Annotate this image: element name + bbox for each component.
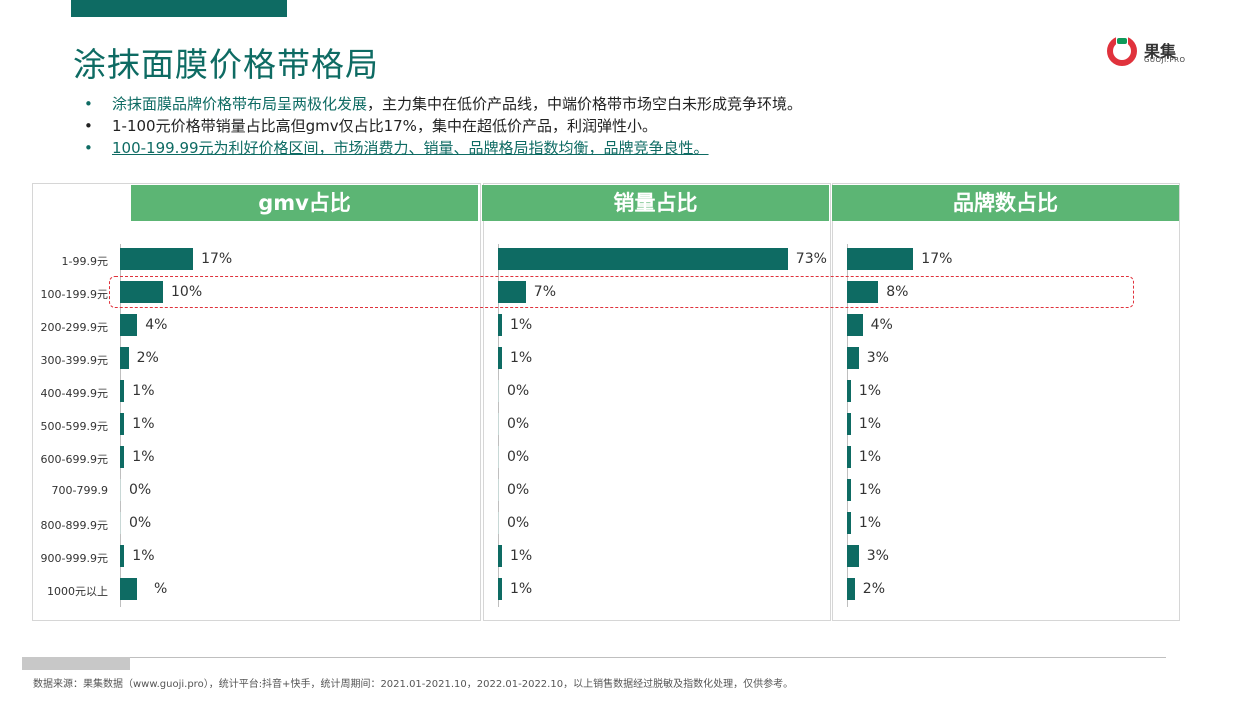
bar-brands-3 xyxy=(847,347,859,369)
category-label: 500-599.9元 xyxy=(40,420,108,433)
category-label: 1-99.9元 xyxy=(61,255,108,268)
bar-brands-0 xyxy=(847,248,914,270)
bar-gmv-3 xyxy=(120,347,129,369)
bar-value-label: 1% xyxy=(509,350,533,366)
bar-gmv-7 xyxy=(120,479,121,501)
bar-value-label: 1% xyxy=(858,449,882,465)
header-gmv: gmv占比 xyxy=(131,185,478,221)
bar-sales-1 xyxy=(498,281,526,303)
bar-brands-8 xyxy=(847,512,851,534)
bar-brands-6 xyxy=(847,446,851,468)
bar-sales-0 xyxy=(498,248,788,270)
guoji-logo-icon xyxy=(1107,36,1137,66)
bar-gmv-1 xyxy=(120,281,163,303)
bar-value-label: 0% xyxy=(129,515,152,531)
bar-gmv-0 xyxy=(120,248,194,270)
bar-sales-9 xyxy=(498,545,502,567)
bar-value-label: 0% xyxy=(507,482,530,498)
bar-value-label: 0% xyxy=(507,449,530,465)
header-brands: 品牌数占比 xyxy=(832,185,1179,221)
bar-value-label: 3% xyxy=(866,548,889,564)
bar-sales-6 xyxy=(498,446,499,468)
bar-value-label: 4% xyxy=(145,317,168,333)
highlight-box xyxy=(109,276,1134,308)
category-label: 900-999.9元 xyxy=(40,552,108,565)
bullet-2: 1-100元价格带销量占比高但gmv仅占比17%，集中在超低价产品，利润弹性小。 xyxy=(84,115,802,137)
bar-value-label: 17% xyxy=(921,251,953,267)
bar-sales-5 xyxy=(498,413,499,435)
brand-logo: 果集 GUOJI.PRO xyxy=(1106,36,1186,66)
bar-value-label: 0% xyxy=(507,383,530,399)
bar-value-label: 1% xyxy=(132,449,155,465)
data-source-note: 数据来源：果集数据（www.guoji.pro），统计平台:抖音+快手，统计周期… xyxy=(33,679,794,690)
bar-brands-7 xyxy=(847,479,851,501)
category-label: 700-799.9 xyxy=(51,484,108,497)
bar-gmv-8 xyxy=(120,512,121,534)
bar-value-label: 0% xyxy=(507,416,530,432)
bar-gmv-2 xyxy=(120,314,138,336)
category-label: 100-199.9元 xyxy=(40,288,108,301)
bar-value-label: 1% xyxy=(509,317,533,333)
bar-sales-2 xyxy=(498,314,502,336)
bar-value-label: 8% xyxy=(886,284,909,300)
bar-value-label: 1% xyxy=(858,515,882,531)
logo-subtext: GUOJI.PRO xyxy=(1144,56,1186,64)
top-accent-bar xyxy=(71,0,287,17)
bar-brands-2 xyxy=(847,314,863,336)
category-label: 600-699.9元 xyxy=(40,453,108,466)
bar-value-label: 3% xyxy=(866,350,889,366)
header-sales: 销量占比 xyxy=(482,185,829,221)
bar-value-label: % xyxy=(154,581,168,597)
bar-value-label: 1% xyxy=(132,548,155,564)
category-label: 400-499.9元 xyxy=(40,387,108,400)
bar-value-label: 73% xyxy=(795,251,827,267)
panel-gmv xyxy=(32,183,481,621)
bar-brands-4 xyxy=(847,380,851,402)
bullet-3[interactable]: 100-199.99元为利好价格区间，市场消费力、销量、品牌格局指数均衡，品牌竞… xyxy=(84,137,802,159)
bar-brands-1 xyxy=(847,281,879,303)
category-label: 1000元以上 xyxy=(47,585,108,598)
footer-divider xyxy=(22,657,1166,671)
bar-value-label: 0% xyxy=(129,482,152,498)
bar-gmv-4 xyxy=(120,380,125,402)
bar-brands-5 xyxy=(847,413,851,435)
bar-value-label: 1% xyxy=(509,548,533,564)
bar-gmv-9 xyxy=(120,545,125,567)
bar-value-label: 1% xyxy=(858,416,882,432)
bar-value-label: 2% xyxy=(136,350,159,366)
bar-value-label: 4% xyxy=(870,317,893,333)
bar-value-label: 1% xyxy=(132,383,155,399)
bar-gmv-10 xyxy=(120,578,138,600)
bar-sales-4 xyxy=(498,380,499,402)
bar-value-label: 0% xyxy=(507,515,530,531)
page-title: 涂抹面膜价格带格局 xyxy=(73,45,379,84)
bar-gmv-6 xyxy=(120,446,125,468)
bar-sales-10 xyxy=(498,578,502,600)
category-label: 300-399.9元 xyxy=(40,354,108,367)
footer-accent-block xyxy=(22,657,130,670)
bar-value-label: 1% xyxy=(858,383,882,399)
category-label: 200-299.9元 xyxy=(40,321,108,334)
bar-value-label: 1% xyxy=(132,416,155,432)
bar-value-label: 7% xyxy=(533,284,556,300)
bar-sales-3 xyxy=(498,347,502,369)
bar-brands-10 xyxy=(847,578,855,600)
bar-value-label: 2% xyxy=(862,581,886,597)
category-label: 800-899.9元 xyxy=(40,519,108,532)
bar-gmv-5 xyxy=(120,413,125,435)
bar-sales-8 xyxy=(498,512,499,534)
bar-brands-9 xyxy=(847,545,859,567)
bar-value-label: 1% xyxy=(858,482,882,498)
logo-text: 果集 xyxy=(1144,42,1177,61)
bar-value-label: 10% xyxy=(171,284,203,300)
bar-sales-7 xyxy=(498,479,499,501)
bar-value-label: 17% xyxy=(201,251,233,267)
summary-bullets: 涂抹面膜品牌价格带布局呈两极化发展，主力集中在低价产品线，中端价格带市场空白未形… xyxy=(84,93,802,159)
bar-value-label: 1% xyxy=(509,581,533,597)
bullet-1: 涂抹面膜品牌价格带布局呈两极化发展，主力集中在低价产品线，中端价格带市场空白未形… xyxy=(84,93,802,115)
